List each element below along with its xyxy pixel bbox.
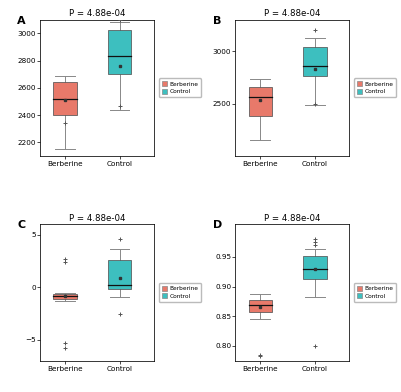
Bar: [53, 294, 77, 299]
Bar: [108, 30, 132, 74]
Bar: [249, 299, 272, 312]
Title: P = 4.88e-04: P = 4.88e-04: [264, 214, 320, 223]
Legend: Berberine, Control: Berberine, Control: [159, 78, 201, 97]
Title: P = 4.88e-04: P = 4.88e-04: [69, 9, 125, 18]
Bar: [303, 256, 327, 279]
Text: A: A: [17, 16, 26, 25]
Bar: [249, 87, 272, 116]
Legend: Berberine, Control: Berberine, Control: [354, 78, 397, 97]
Bar: [108, 260, 132, 289]
Text: C: C: [17, 220, 26, 230]
Bar: [303, 47, 327, 76]
Text: B: B: [213, 16, 221, 25]
Title: P = 4.88e-04: P = 4.88e-04: [264, 9, 320, 18]
Text: D: D: [213, 220, 222, 230]
Legend: Berberine, Control: Berberine, Control: [159, 283, 201, 302]
Legend: Berberine, Control: Berberine, Control: [354, 283, 397, 302]
Title: P = 4.88e-04: P = 4.88e-04: [69, 214, 125, 223]
Bar: [53, 82, 77, 115]
